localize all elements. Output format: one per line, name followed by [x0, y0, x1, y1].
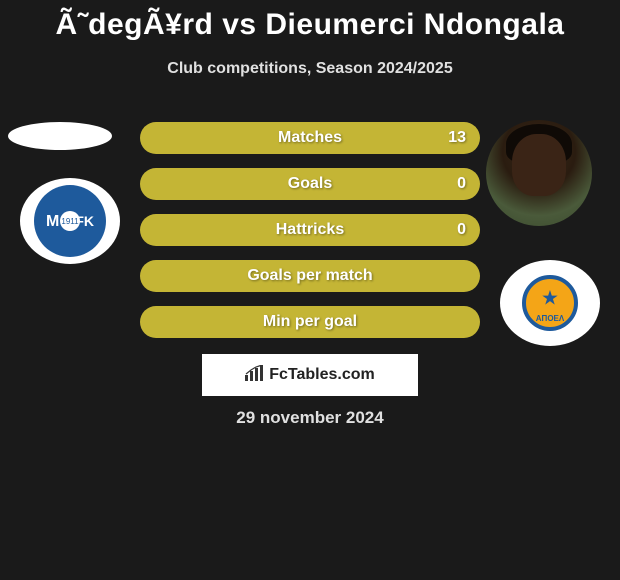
stat-label: Goals — [288, 175, 332, 193]
club-left-initial-1: M — [46, 213, 59, 231]
stat-value: 13 — [448, 129, 466, 147]
stat-value: 0 — [457, 175, 466, 193]
stat-label: Goals per match — [247, 267, 372, 285]
player-left-avatar — [8, 122, 112, 150]
chart-icon — [245, 365, 265, 386]
stat-row-matches: Matches 13 — [140, 122, 480, 154]
stat-row-min-per-goal: Min per goal — [140, 306, 480, 338]
date-label: 29 november 2024 — [0, 408, 620, 428]
stat-row-hattricks: Hattricks 0 — [140, 214, 480, 246]
club-left-inner: M FK 1911 — [34, 185, 106, 257]
stat-label: Hattricks — [276, 221, 344, 239]
player-right-avatar — [486, 120, 592, 226]
stat-row-goals: Goals 0 — [140, 168, 480, 200]
club-left-badge: M FK 1911 — [20, 178, 120, 264]
stat-value: 0 — [457, 221, 466, 239]
stat-label: Matches — [278, 129, 342, 147]
page-title: Ã˜degÃ¥rd vs Dieumerci Ndongala — [0, 0, 620, 42]
club-left-year: 1911 — [60, 211, 80, 231]
stat-pill: Min per goal — [140, 306, 480, 338]
star-icon: ★ — [541, 286, 559, 311]
stat-pill: Matches 13 — [140, 122, 480, 154]
stat-label: Min per goal — [263, 313, 357, 331]
branding-box[interactable]: FcTables.com — [202, 354, 418, 396]
club-right-badge: ★ ΑΠΟΕΛ — [500, 260, 600, 346]
stat-row-goals-per-match: Goals per match — [140, 260, 480, 292]
stat-pill: Goals per match — [140, 260, 480, 292]
subtitle: Club competitions, Season 2024/2025 — [0, 60, 620, 78]
club-right-inner: ★ ΑΠΟΕΛ — [522, 275, 578, 331]
club-right-name: ΑΠΟΕΛ — [536, 314, 564, 323]
player-face — [512, 134, 566, 196]
stat-pill: Hattricks 0 — [140, 214, 480, 246]
stat-pill: Goals 0 — [140, 168, 480, 200]
branding-text: FcTables.com — [269, 366, 375, 384]
